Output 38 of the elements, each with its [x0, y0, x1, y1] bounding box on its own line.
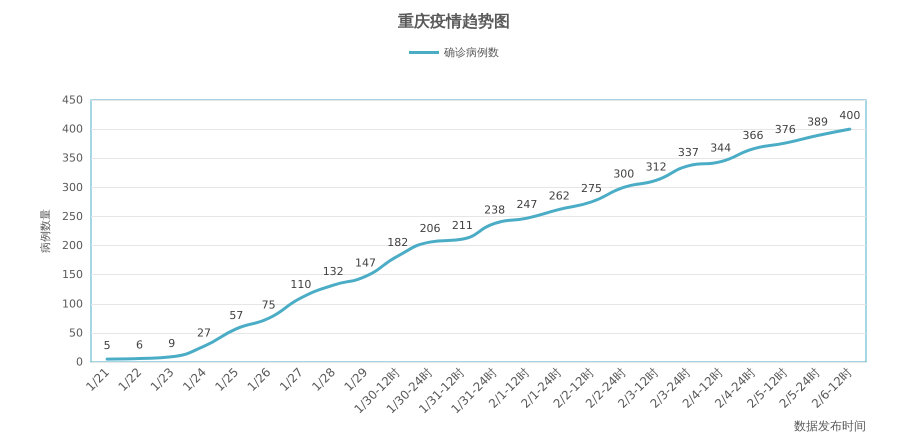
data-label: 389: [807, 116, 828, 129]
data-label: 75: [262, 298, 276, 312]
y-tick-label: 200: [62, 239, 83, 252]
y-axis-title: 病例数量: [39, 209, 52, 253]
data-label: 132: [322, 265, 344, 278]
data-label: 247: [516, 198, 538, 212]
data-label: 57: [229, 308, 244, 322]
data-label: 400: [839, 109, 860, 122]
data-label: 211: [452, 219, 473, 232]
data-label: 262: [548, 189, 570, 202]
chart-title: 重庆疫情趋势图: [397, 12, 510, 30]
data-label: 312: [646, 160, 667, 174]
y-tick-label: 150: [62, 268, 83, 282]
y-tick-label: 450: [62, 94, 83, 106]
data-label: 9: [168, 336, 176, 350]
data-label: 5: [104, 339, 111, 352]
data-label: 366: [742, 128, 764, 142]
data-label: 337: [678, 146, 699, 159]
y-tick-label: 250: [62, 210, 83, 223]
data-label: 238: [484, 203, 506, 216]
legend-label: 确诊病例数: [443, 46, 499, 59]
x-axis-title: 数据发布时间: [794, 419, 866, 433]
y-tick-label: 50: [69, 326, 83, 340]
y-tick-label: 350: [62, 152, 83, 165]
data-label: 110: [290, 278, 312, 291]
data-label: 206: [420, 222, 441, 236]
data-label: 147: [354, 256, 376, 270]
data-label: 182: [387, 236, 408, 250]
y-tick-label: 0: [76, 356, 83, 368]
data-label: 6: [136, 338, 143, 352]
y-tick-label: 300: [62, 180, 83, 194]
data-label: 376: [774, 123, 796, 136]
y-tick-label: 100: [62, 297, 83, 310]
y-tick-label: 400: [62, 122, 83, 136]
data-label: 344: [710, 142, 732, 155]
data-label: 300: [613, 167, 634, 180]
data-label: 27: [197, 326, 212, 340]
data-label: 275: [581, 182, 602, 195]
